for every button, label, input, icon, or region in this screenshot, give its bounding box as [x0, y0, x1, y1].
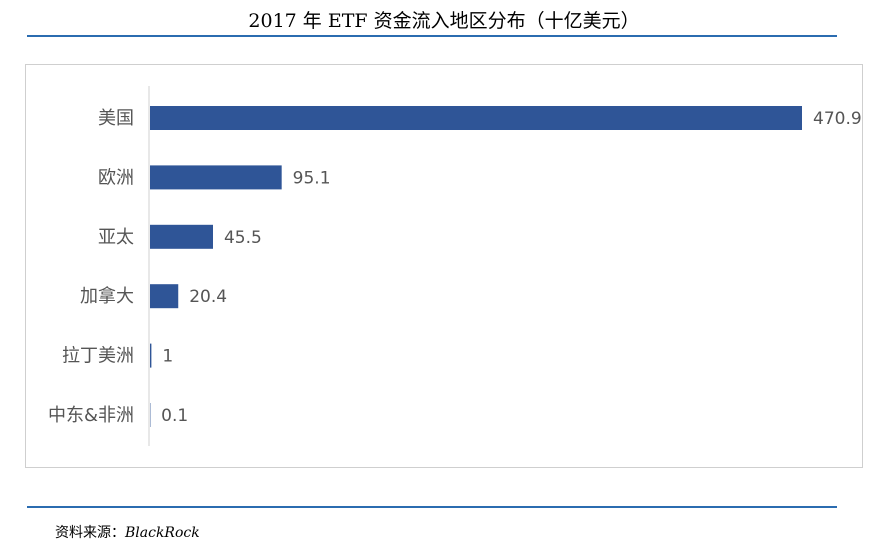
bar	[150, 284, 179, 309]
data-label: 95.1	[293, 168, 331, 188]
data-label: 20.4	[189, 287, 227, 307]
bar	[150, 343, 152, 368]
source-label: 资料来源：	[55, 525, 125, 541]
data-label: 1	[162, 347, 173, 367]
category-label: 加拿大	[80, 285, 134, 307]
category-label: 拉丁美洲	[62, 346, 134, 367]
data-label: 0.1	[161, 406, 188, 426]
data-label: 45.5	[224, 228, 262, 248]
chart-title: 2017 年 ETF 资金流入地区分布（十亿美元）	[248, 10, 640, 32]
chart-frame	[25, 64, 863, 468]
category-label: 欧洲	[98, 167, 134, 188]
top-divider	[27, 35, 837, 37]
category-label: 亚太	[98, 227, 134, 248]
data-label: 470.9	[813, 109, 862, 129]
category-label: 美国	[98, 108, 134, 129]
bar	[150, 224, 213, 249]
bar	[150, 106, 802, 130]
bottom-divider	[27, 506, 837, 508]
bar	[150, 165, 282, 190]
category-label: 中东&非洲	[48, 405, 134, 426]
source-note: 资料来源：BlackRock	[55, 522, 200, 542]
source-name: BlackRock	[125, 525, 200, 541]
